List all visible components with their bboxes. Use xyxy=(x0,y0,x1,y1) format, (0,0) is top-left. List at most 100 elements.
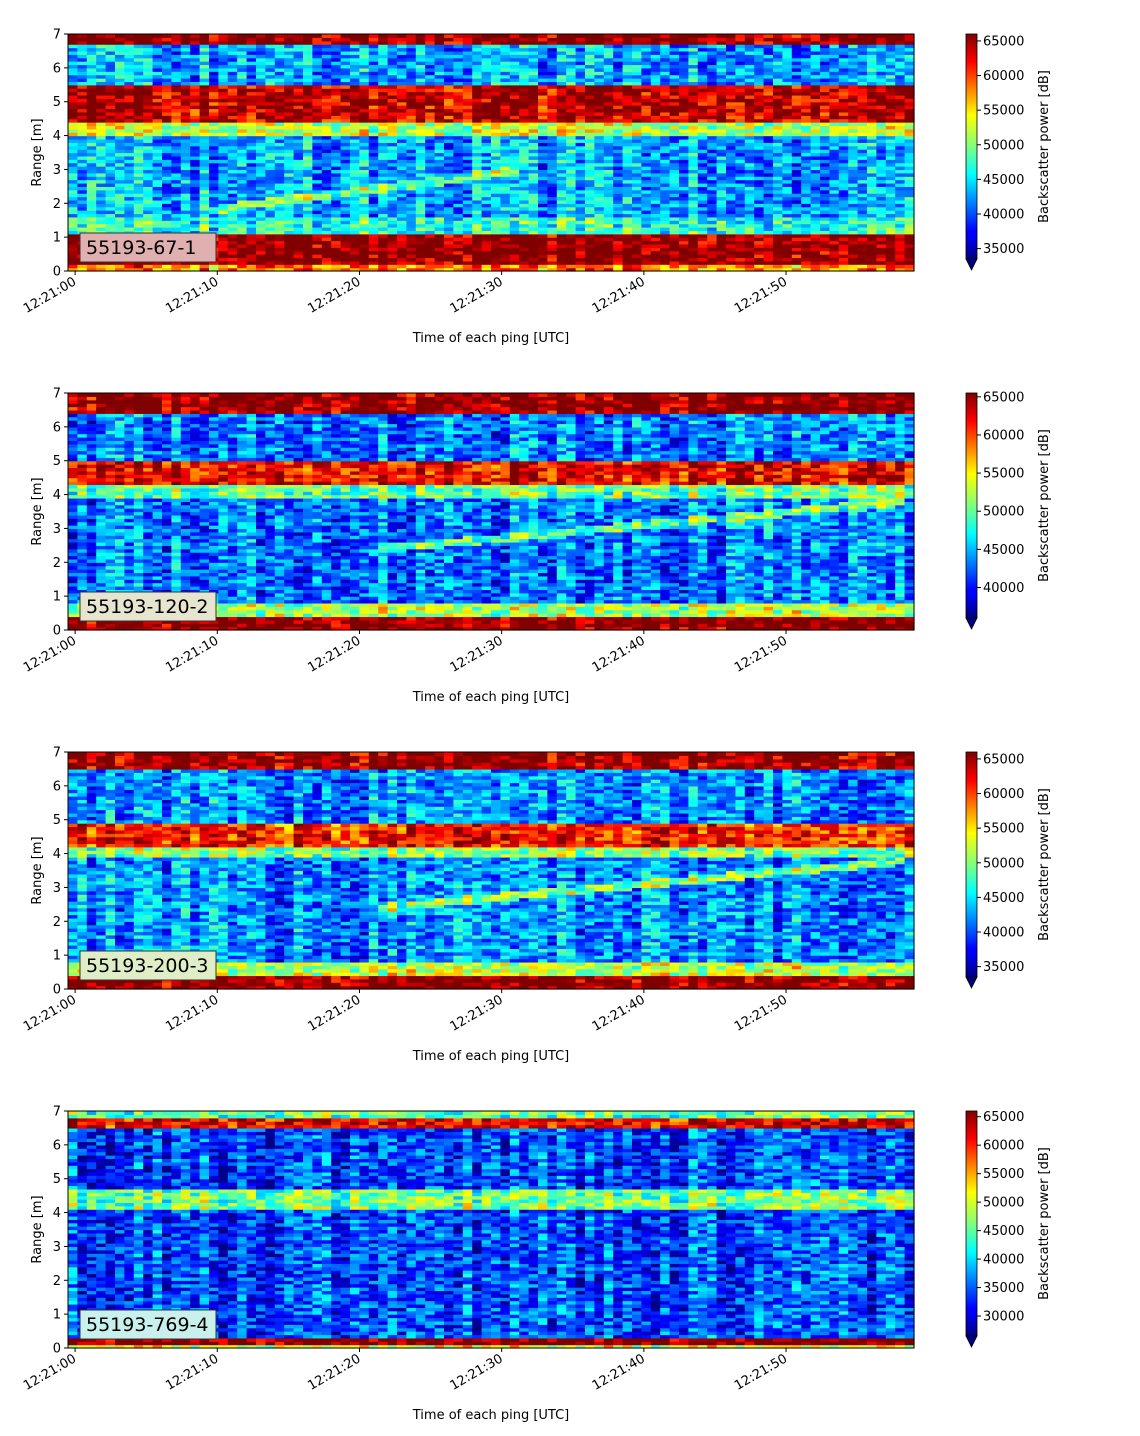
colorbar-tick-label: 35000 xyxy=(983,242,1024,257)
x-tick-label: 12:21:40 xyxy=(590,992,648,1034)
colorbar-tick-label: 30000 xyxy=(983,1310,1024,1325)
x-tick-label: 12:21:10 xyxy=(163,274,221,316)
colorbar-tick-label: 40000 xyxy=(983,581,1024,596)
colorbar-tick-label: 50000 xyxy=(983,856,1024,871)
x-tick-label: 12:21:40 xyxy=(590,633,648,675)
y-tick-label: 0 xyxy=(53,265,61,280)
x-tick-label: 12:21:40 xyxy=(590,274,648,316)
y-tick-label: 5 xyxy=(53,813,61,828)
y-tick-label: 4 xyxy=(53,1206,61,1221)
colorbar: 3000035000400004500050000550006000065000… xyxy=(966,1110,1052,1347)
x-tick-label: 12:21:10 xyxy=(163,633,221,675)
y-tick-label: 1 xyxy=(53,949,61,964)
colorbar-tick-label: 45000 xyxy=(983,173,1024,188)
colorbar-tick-label: 45000 xyxy=(983,543,1024,558)
colorbar: 400004500050000550006000065000Backscatte… xyxy=(966,390,1052,629)
x-tick-label: 12:21:10 xyxy=(163,1351,221,1393)
x-axis-label: Time of each ping [UTC] xyxy=(412,331,570,346)
x-tick-label: 12:21:00 xyxy=(21,1351,79,1393)
colorbar-tick-label: 55000 xyxy=(983,104,1024,119)
y-tick-label: 2 xyxy=(53,1274,61,1289)
y-tick-label: 7 xyxy=(53,28,61,43)
colorbar-tick-label: 50000 xyxy=(983,138,1024,153)
colorbar-tick-label: 40000 xyxy=(983,208,1024,223)
x-tick-label: 12:21:20 xyxy=(305,992,363,1034)
panel-label: 55193-200-3 xyxy=(86,955,209,977)
colorbar-extend-arrow xyxy=(966,977,977,988)
y-tick-label: 3 xyxy=(53,881,61,896)
y-axis-label: Range [m] xyxy=(30,477,45,545)
y-tick-label: 4 xyxy=(53,488,61,503)
panel-label: 55193-769-4 xyxy=(86,1314,209,1336)
x-tick-label: 12:21:00 xyxy=(21,274,79,316)
colorbar-tick-label: 35000 xyxy=(983,960,1024,975)
y-tick-label: 2 xyxy=(53,556,61,571)
colorbar-tick-label: 65000 xyxy=(983,390,1024,405)
y-tick-label: 6 xyxy=(53,420,61,435)
colorbar-extend-arrow xyxy=(966,259,977,270)
colorbar-tick-label: 55000 xyxy=(983,467,1024,482)
y-tick-label: 7 xyxy=(53,1105,61,1120)
y-tick-label: 7 xyxy=(53,746,61,761)
colorbar-tick-label: 65000 xyxy=(983,34,1024,49)
x-tick-label: 12:21:20 xyxy=(305,274,363,316)
x-tick-label: 12:21:30 xyxy=(448,1351,506,1393)
x-tick-label: 12:21:50 xyxy=(732,1351,790,1393)
x-axis-label: Time of each ping [UTC] xyxy=(412,690,570,705)
x-tick-label: 12:21:00 xyxy=(21,992,79,1034)
colorbar-tick-label: 55000 xyxy=(983,822,1024,837)
colorbar-tick-label: 60000 xyxy=(983,787,1024,802)
y-tick-label: 1 xyxy=(53,231,61,246)
x-axis-label: Time of each ping [UTC] xyxy=(412,1408,570,1423)
panel-label: 55193-120-2 xyxy=(86,596,209,618)
colorbar-tick-label: 40000 xyxy=(983,1253,1024,1268)
panel-label: 55193-67-1 xyxy=(86,237,196,259)
y-tick-label: 5 xyxy=(53,95,61,110)
x-tick-label: 12:21:20 xyxy=(305,633,363,675)
y-tick-label: 6 xyxy=(53,779,61,794)
y-axis-label: Range [m] xyxy=(30,836,45,904)
y-tick-label: 1 xyxy=(53,590,61,605)
y-tick-label: 3 xyxy=(53,522,61,537)
colorbar-tick-label: 65000 xyxy=(983,752,1024,767)
colorbar-tick-label: 45000 xyxy=(983,891,1024,906)
colorbar-tick-label: 55000 xyxy=(983,1167,1024,1182)
colorbar-tick-label: 35000 xyxy=(983,1281,1024,1296)
y-tick-label: 6 xyxy=(53,1138,61,1153)
y-tick-label: 5 xyxy=(53,454,61,469)
x-tick-label: 12:21:50 xyxy=(732,992,790,1034)
y-tick-label: 7 xyxy=(53,387,61,402)
y-axis-label: Range [m] xyxy=(30,1195,45,1263)
y-tick-label: 5 xyxy=(53,1172,61,1187)
colorbar-tick-label: 60000 xyxy=(983,428,1024,443)
x-tick-label: 12:21:10 xyxy=(163,992,221,1034)
y-tick-label: 4 xyxy=(53,847,61,862)
x-tick-label: 12:21:20 xyxy=(305,1351,363,1393)
colorbar-extend-arrow xyxy=(966,1336,977,1347)
x-tick-label: 12:21:30 xyxy=(448,274,506,316)
colorbar-tick-label: 50000 xyxy=(983,1196,1024,1211)
colorbar-label: Backscatter power [dB] xyxy=(1037,788,1052,941)
colorbar: 35000 40000 45000 50000 55000 60000 65000 Backs… xyxy=(966,752,1052,988)
x-tick-label: 12:21:50 xyxy=(732,633,790,675)
colorbar-tick-label: 60000 xyxy=(983,69,1024,84)
x-tick-label: 12:21:40 xyxy=(590,1351,648,1393)
y-tick-label: 2 xyxy=(53,915,61,930)
y-tick-label: 1 xyxy=(53,1308,61,1323)
colorbar-extend-arrow xyxy=(966,618,977,629)
y-tick-label: 3 xyxy=(53,1240,61,1255)
y-tick-label: 3 xyxy=(53,163,61,178)
x-tick-label: 12:21:50 xyxy=(732,274,790,316)
colorbar-label: Backscatter power [dB] xyxy=(1037,70,1052,223)
y-tick-label: 0 xyxy=(53,983,61,998)
panel-3: 0 1 2 3 4 5 6 7 12:21:00 12:21:10 12:21:20 12:21:30… xyxy=(21,746,1052,1065)
colorbar-tick-label: 40000 xyxy=(983,926,1024,941)
x-tick-label: 12:21:30 xyxy=(448,992,506,1034)
colorbar-tick-label: 45000 xyxy=(983,1224,1024,1239)
colorbar: 35000 40000 45000 50000 55000 60000 65000 Backs… xyxy=(966,34,1052,270)
colorbar-tick-label: 50000 xyxy=(983,505,1024,520)
x-tick-label: 12:21:00 xyxy=(21,633,79,675)
y-tick-label: 6 xyxy=(53,61,61,76)
